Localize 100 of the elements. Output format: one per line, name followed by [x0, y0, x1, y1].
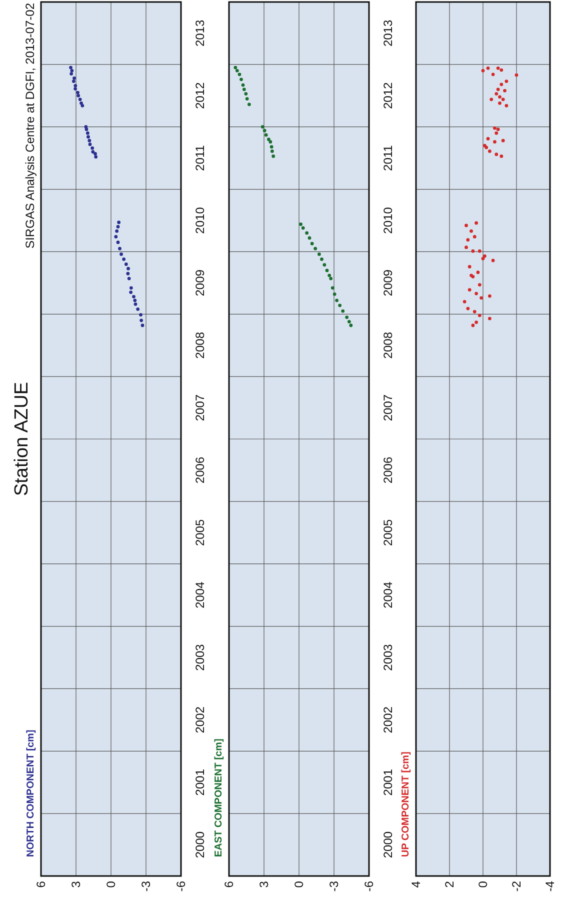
point — [70, 68, 74, 72]
x-tick-label: 0 — [476, 880, 490, 888]
point — [74, 87, 77, 90]
point — [72, 80, 76, 83]
point — [493, 126, 496, 130]
point — [126, 266, 130, 270]
point — [234, 66, 238, 70]
point — [345, 316, 349, 319]
point — [329, 276, 333, 280]
point — [244, 92, 248, 96]
x-tick-label: 6 — [34, 880, 48, 888]
point — [129, 290, 133, 294]
y-axis-title: UP COMPONENT [cm] — [400, 752, 412, 857]
point — [320, 258, 324, 261]
point — [494, 92, 498, 96]
point — [491, 258, 495, 262]
point — [268, 140, 272, 144]
point — [496, 128, 500, 132]
x-tick-label: 3 — [69, 880, 84, 888]
point — [464, 246, 468, 250]
point — [474, 292, 478, 296]
y-tick-label: 2005 — [381, 518, 396, 546]
point — [503, 88, 506, 92]
point — [94, 152, 97, 156]
point — [481, 68, 485, 72]
point — [466, 238, 470, 242]
point — [115, 229, 119, 233]
point — [69, 66, 72, 70]
point — [116, 240, 120, 244]
text: Station AZUE — [12, 382, 33, 496]
point — [494, 131, 498, 135]
y-tick-label: 2013 — [193, 20, 208, 47]
point — [471, 324, 475, 328]
point — [310, 242, 314, 246]
point — [317, 252, 321, 256]
point — [468, 265, 472, 268]
point — [260, 125, 264, 129]
point — [124, 262, 128, 266]
point — [242, 88, 246, 92]
point — [491, 72, 495, 76]
point — [88, 138, 92, 142]
point — [482, 254, 486, 258]
point — [76, 94, 80, 98]
y-tick-label: 2004 — [381, 581, 396, 608]
point — [91, 150, 95, 154]
y-tick-label: 2000 — [381, 831, 396, 858]
y-tick-label: 2004 — [193, 581, 208, 608]
x-tick-label: -3 — [139, 880, 154, 892]
point — [498, 101, 502, 105]
point — [78, 98, 82, 102]
point — [90, 146, 94, 150]
point — [74, 84, 78, 88]
point — [347, 320, 351, 324]
x-tick-label: -4 — [543, 880, 558, 892]
point — [299, 222, 302, 226]
x-tick-label: 0 — [292, 880, 306, 888]
point — [472, 310, 476, 314]
point — [114, 235, 118, 238]
x-tick-label: 4 — [409, 880, 424, 888]
y-tick-label: 2011 — [381, 144, 396, 171]
point — [272, 154, 276, 158]
point — [330, 286, 334, 290]
y-tick-label: 2007 — [381, 394, 396, 422]
point — [481, 256, 485, 260]
point — [139, 313, 142, 316]
point — [501, 138, 505, 142]
y-tick-label: 2002 — [381, 706, 396, 734]
point — [501, 98, 505, 102]
point — [301, 226, 305, 230]
point — [84, 128, 88, 132]
point — [464, 224, 468, 228]
point — [270, 150, 274, 153]
point — [472, 235, 476, 238]
y-axis-title: NORTH COMPONENT [cm] — [26, 730, 36, 857]
y-tick-label: 2010 — [381, 206, 396, 234]
point — [476, 270, 480, 274]
y-tick-label: 2003 — [193, 644, 208, 671]
point — [94, 155, 98, 159]
y-tick-label: 2010 — [193, 206, 208, 234]
point — [86, 131, 90, 135]
x-tick-label: 0 — [104, 880, 118, 888]
point — [266, 138, 270, 142]
point — [480, 296, 484, 300]
point — [118, 246, 122, 250]
point — [498, 95, 502, 99]
point — [486, 137, 490, 140]
point — [314, 246, 318, 250]
point — [500, 68, 504, 72]
y-tick-label: 2006 — [381, 456, 396, 484]
point — [504, 80, 508, 83]
x-tick-label: -6 — [174, 880, 188, 892]
point — [120, 252, 123, 256]
point — [496, 66, 500, 70]
x-tick-label: -2 — [510, 880, 524, 892]
text: SIRGAS Analysis Centre at DGFI, 2013-07-02 — [23, 2, 38, 248]
y-axis-title: EAST COMPONENT [cm] — [214, 738, 224, 857]
y-tick-label: 2012 — [381, 82, 396, 109]
point — [235, 68, 239, 72]
y-tick-label: 2012 — [193, 82, 208, 109]
point — [241, 83, 245, 87]
